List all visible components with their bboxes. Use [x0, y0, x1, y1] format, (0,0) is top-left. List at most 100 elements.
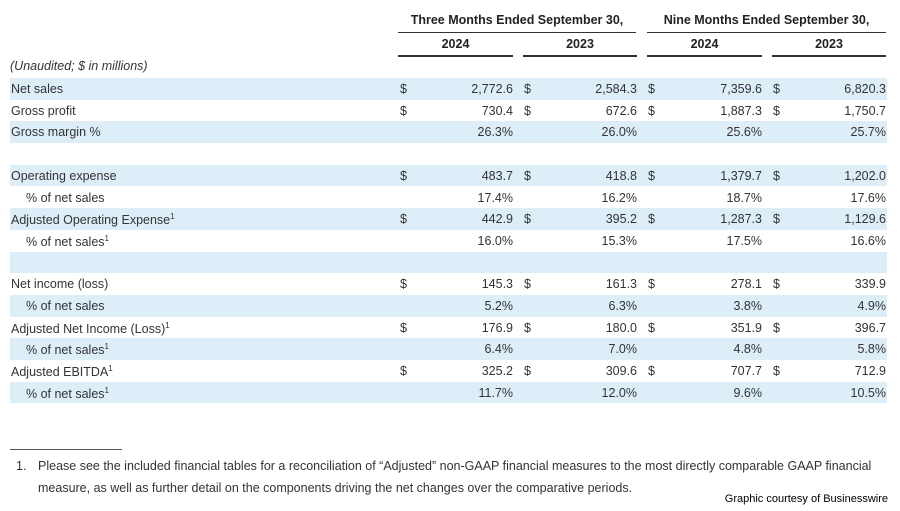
- cell-value: 396.7: [854, 320, 886, 335]
- cell-value: 1,379.7: [720, 168, 762, 183]
- row-label: % of net sales: [26, 299, 105, 313]
- cell-value: 278.1: [730, 277, 762, 292]
- footnote-ref: 1: [104, 233, 109, 243]
- cell-value: 161.3: [605, 277, 637, 292]
- cell-value: 18.7%: [726, 190, 762, 205]
- currency: $: [648, 320, 655, 335]
- label-text: % of net sales: [26, 234, 105, 249]
- cell-value: 6,820.3: [844, 82, 886, 96]
- cell-value: 1,202.0: [844, 168, 886, 183]
- currency: $: [773, 277, 780, 292]
- cell-value: 5.2%: [484, 299, 514, 313]
- footnote-text: Please see the included financial tables…: [38, 459, 872, 495]
- period-title: Three Months Ended September 30,: [410, 13, 624, 27]
- label-text: Net sales: [11, 82, 64, 96]
- cell-value: 16.6%: [850, 233, 886, 248]
- label-text: Gross profit: [11, 103, 76, 118]
- cell-value: 176.9: [481, 320, 513, 335]
- footnote-rule: [10, 449, 122, 450]
- year-rule: [647, 55, 762, 57]
- currency: $: [773, 320, 780, 335]
- row-shade: [10, 121, 887, 144]
- currency: $: [524, 364, 531, 379]
- row-shade: [10, 208, 887, 230]
- cell-value: 712.9: [854, 364, 886, 379]
- currency: $: [648, 103, 655, 118]
- table-note: (Unaudited; $ in millions): [10, 59, 148, 73]
- year-header: 2024: [441, 37, 470, 51]
- currency: $: [524, 168, 531, 183]
- currency: $: [648, 364, 655, 379]
- row-label: % of net sales: [26, 191, 105, 205]
- cell-value: 16.2%: [601, 190, 637, 205]
- cell-value: 17.5%: [726, 233, 762, 248]
- row-label: Operating expense: [11, 169, 117, 183]
- label-text: Operating expense: [11, 168, 117, 183]
- cell-value: 7.0%: [608, 342, 638, 357]
- row-label: Net sales: [11, 82, 63, 96]
- row-label: % of net sales1: [26, 234, 109, 249]
- cell-value: 25.7%: [850, 125, 886, 140]
- cell-value: 483.7: [481, 168, 513, 183]
- currency: $: [400, 212, 407, 227]
- label-text: Gross margin %: [11, 125, 101, 140]
- currency: $: [524, 212, 531, 227]
- footnote-ref: 1: [104, 342, 109, 352]
- cell-value: 442.9: [481, 212, 513, 227]
- year-rule: [398, 55, 513, 57]
- label-text: % of net sales: [26, 190, 105, 205]
- currency: $: [773, 212, 780, 227]
- cell-value: 1,287.3: [720, 212, 762, 227]
- cell-value: 11.7%: [478, 385, 513, 400]
- row-label: % of net sales1: [26, 386, 109, 401]
- currency: $: [400, 277, 407, 292]
- label-text: Adjusted Net Income (Loss): [11, 321, 166, 336]
- row-shade: [10, 295, 887, 317]
- year-rule: [523, 55, 637, 57]
- cell-value: 10.5%: [850, 385, 886, 400]
- currency: $: [524, 277, 531, 292]
- year-header: 2024: [690, 37, 719, 51]
- currency: $: [773, 168, 780, 183]
- row-shade: [10, 78, 887, 100]
- cell-value: 325.2: [481, 364, 513, 379]
- cell-value: 16.0%: [477, 233, 513, 248]
- currency: $: [648, 277, 655, 292]
- currency: $: [773, 364, 780, 379]
- currency: $: [400, 320, 407, 335]
- currency: $: [524, 82, 531, 96]
- cell-value: 12.0%: [601, 385, 637, 400]
- label-text: Net income (loss): [11, 277, 109, 292]
- label-text: % of net sales: [26, 299, 105, 313]
- cell-value: 17.6%: [850, 190, 886, 205]
- row-label: Adjusted Operating Expense1: [11, 212, 175, 227]
- cell-value: 418.8: [605, 168, 637, 183]
- footnote-ref: 1: [108, 364, 113, 374]
- currency: $: [400, 82, 407, 96]
- row-label: % of net sales1: [26, 342, 109, 357]
- cell-value: 9.6%: [733, 385, 763, 400]
- row-shade: [10, 338, 887, 361]
- row-shade: [10, 381, 887, 404]
- currency: $: [400, 168, 407, 183]
- cell-value: 2,772.6: [471, 82, 513, 96]
- row-label: Net income (loss): [11, 277, 108, 291]
- credit: Graphic courtesy of Businesswire: [724, 493, 888, 505]
- cell-value: 730.4: [481, 103, 513, 118]
- cell-value: 1,129.6: [844, 212, 886, 227]
- cell-value: 15.3%: [601, 233, 637, 248]
- footnote-ref: 1: [104, 385, 109, 395]
- cell-value: 25.6%: [726, 125, 762, 140]
- currency: $: [773, 103, 780, 118]
- row-label: Gross margin %: [11, 125, 101, 139]
- year-header: 2023: [815, 37, 843, 51]
- footnote-number: 1.: [16, 459, 27, 473]
- row-label: Gross profit: [11, 104, 76, 118]
- row-shade: [10, 164, 887, 187]
- cell-value: 5.8%: [857, 342, 887, 357]
- cell-value: 180.0: [605, 320, 637, 335]
- cell-value: 339.9: [854, 277, 886, 292]
- cell-value: 351.9: [730, 320, 762, 335]
- currency: $: [648, 212, 655, 227]
